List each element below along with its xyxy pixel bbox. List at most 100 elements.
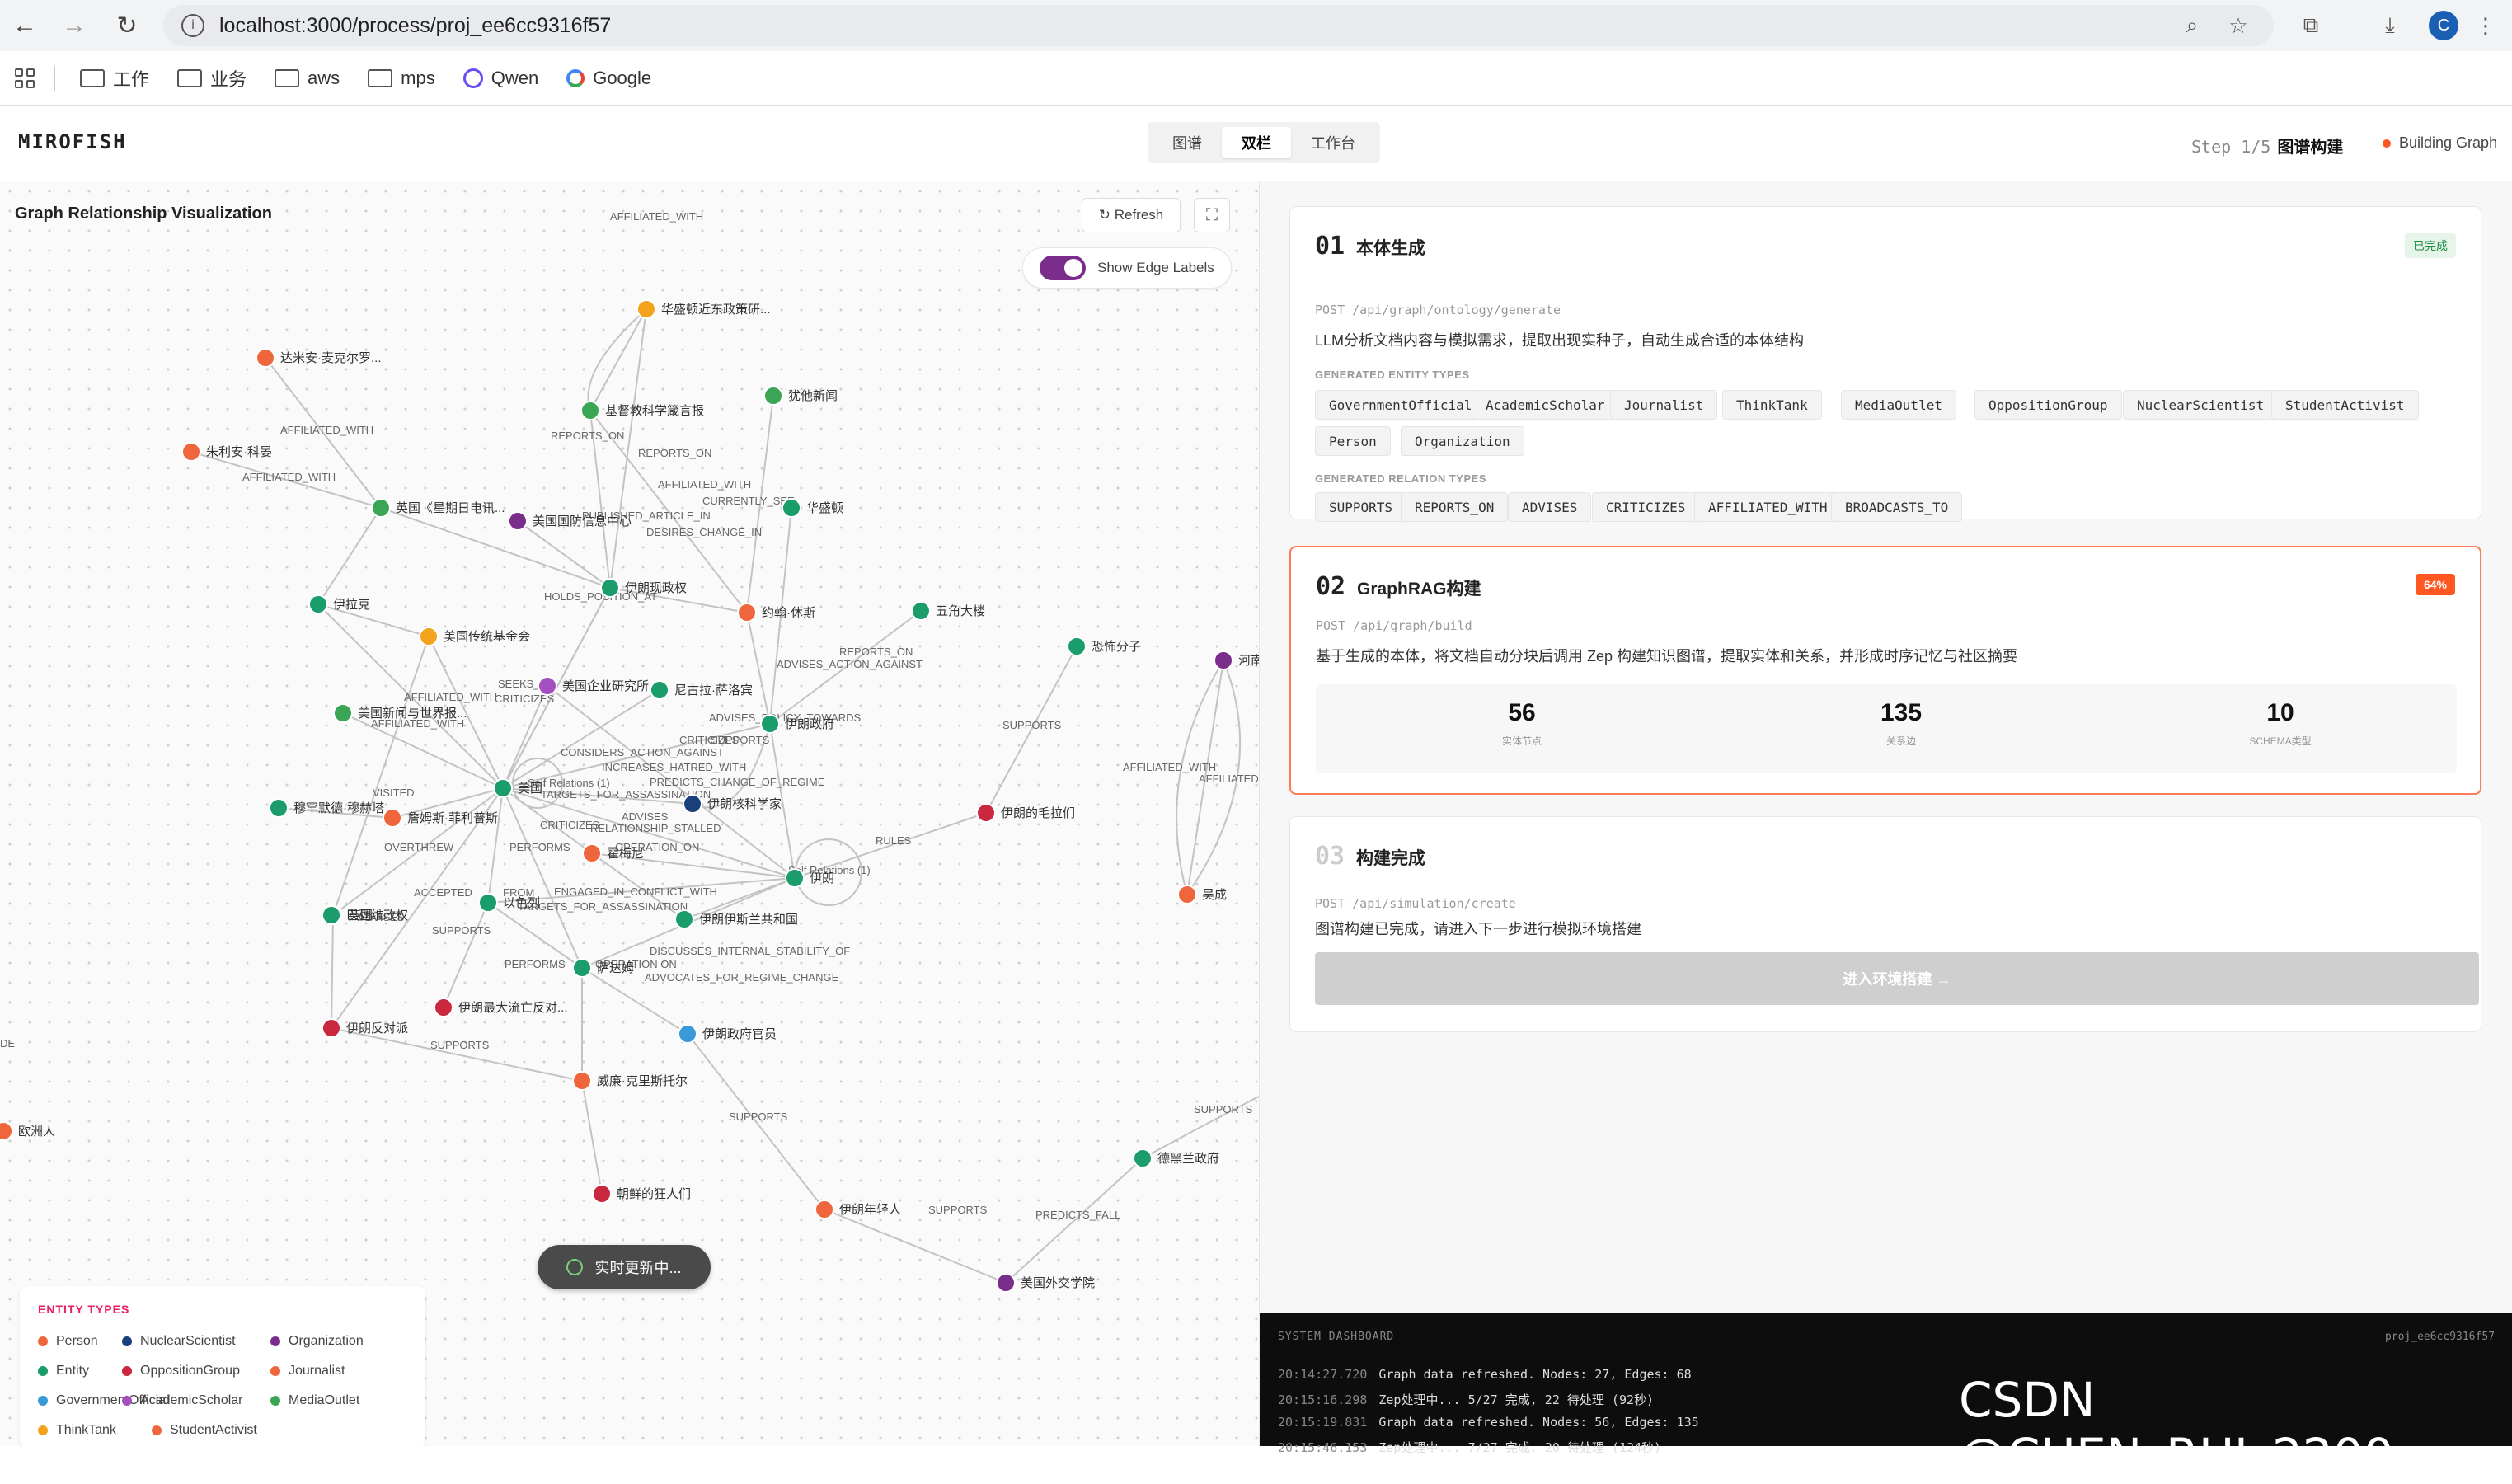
node-label: 欧洲人 <box>18 1125 55 1139</box>
apps-icon[interactable] <box>15 68 35 88</box>
legend-item[interactable]: Organization <box>270 1334 364 1349</box>
edge-label: HOLDS_POSITION_AT <box>544 590 657 603</box>
graph-node[interactable] <box>371 498 391 518</box>
graph-node[interactable] <box>508 511 528 531</box>
back-icon[interactable]: ← <box>12 12 37 39</box>
graph-node[interactable] <box>1133 1148 1153 1168</box>
extensions-icon[interactable]: ⧉ <box>2303 12 2319 37</box>
graph-node[interactable] <box>269 798 289 818</box>
node-label: 约翰·休斯 <box>762 606 815 620</box>
graph-node[interactable] <box>419 627 439 646</box>
graph-node[interactable] <box>322 1018 341 1038</box>
graph-node[interactable] <box>600 578 620 598</box>
forward-icon[interactable]: → <box>62 12 87 39</box>
graph-edge <box>589 308 647 411</box>
log-line: 20:14:27.720 Graph data refreshed. Nodes:… <box>1278 1367 1692 1382</box>
graph-node[interactable] <box>434 998 453 1017</box>
edge-labels-toggle[interactable] <box>1040 256 1086 280</box>
graph-node[interactable] <box>785 868 805 888</box>
legend-item[interactable]: OppositionGroup <box>122 1364 240 1378</box>
graph-node[interactable] <box>572 958 592 978</box>
reload-icon[interactable]: ↻ <box>116 12 138 40</box>
graph-canvas[interactable]: AFFILIATED_WITHAFFILIATED_WITHAFFILIATED… <box>0 181 1259 1446</box>
tab-split[interactable]: 双栏 <box>1222 127 1291 158</box>
step-card-complete: 03 构建完成 POST /api/simulation/create 图谱构建… <box>1289 816 2481 1032</box>
graph-node[interactable] <box>1177 885 1197 904</box>
qwen-icon <box>462 68 483 88</box>
download-icon[interactable]: ⤓ <box>2385 12 2395 37</box>
graph-node[interactable] <box>763 386 783 406</box>
site-info-icon[interactable]: i <box>181 14 204 37</box>
legend-item[interactable]: Person <box>38 1334 98 1349</box>
graph-node[interactable] <box>308 594 328 614</box>
graph-node[interactable] <box>572 1071 592 1091</box>
graph-edge <box>502 787 693 805</box>
node-label: 穆罕默德·穆赫塔... <box>293 801 395 815</box>
bookmark-qwen[interactable]: Qwen <box>462 68 538 89</box>
graph-node[interactable] <box>1067 636 1087 656</box>
node-label: 伊朗 <box>810 871 834 885</box>
bookmark-folder[interactable]: aws <box>275 68 340 89</box>
graph-node[interactable] <box>580 401 600 420</box>
graph-node[interactable] <box>582 843 602 863</box>
graph-node[interactable] <box>737 603 757 622</box>
graph-node[interactable] <box>650 680 669 700</box>
legend-item[interactable]: AcademicScholar <box>122 1393 243 1408</box>
legend-item[interactable]: StudentActivist <box>152 1423 257 1438</box>
entity-type-tag: StudentActivist <box>2271 390 2419 420</box>
bookmark-star-icon[interactable]: ☆ <box>2228 12 2248 38</box>
edge-label: OVERTHREW <box>384 841 454 853</box>
graph-node[interactable] <box>181 442 201 462</box>
api-endpoint: POST /api/simulation/create <box>1315 896 1516 911</box>
entity-types-legend: ENTITY TYPES Person NuclearScientist Organ… <box>20 1286 425 1446</box>
graph-edge <box>746 395 774 613</box>
graph-node[interactable] <box>493 778 513 798</box>
legend-item[interactable]: MediaOutlet <box>270 1393 359 1408</box>
legend-item[interactable]: Entity <box>38 1364 89 1378</box>
graph-node[interactable] <box>976 803 996 823</box>
live-update-indicator: 实时更新中... <box>538 1245 711 1289</box>
refresh-button[interactable]: ↻ Refresh <box>1082 198 1181 232</box>
graph-node[interactable] <box>0 1121 13 1141</box>
graph-node[interactable] <box>760 714 780 734</box>
graph-node[interactable] <box>815 1200 834 1219</box>
app-logo[interactable]: MIROFISH <box>18 130 127 153</box>
graph-node[interactable] <box>538 676 557 696</box>
graph-node[interactable] <box>256 348 275 368</box>
graph-node[interactable] <box>478 893 498 913</box>
graph-node[interactable] <box>333 703 353 723</box>
legend-item[interactable]: GovernmentOfficial <box>38 1393 169 1408</box>
graph-node[interactable] <box>674 909 694 929</box>
graph-node[interactable] <box>636 299 656 319</box>
graph-node[interactable] <box>678 1024 697 1044</box>
enter-environment-button[interactable]: 进入环境搭建 → <box>1315 952 2479 1005</box>
graph-node[interactable] <box>996 1273 1016 1293</box>
edge-label: PREDICTS_FALL <box>1035 1209 1120 1221</box>
graph-edge <box>794 812 987 879</box>
zoom-icon[interactable]: ⌕ <box>2186 12 2199 37</box>
graph-node[interactable] <box>683 794 702 814</box>
menu-icon[interactable]: ⋮ <box>2475 12 2496 38</box>
bookmark-folder[interactable]: 工作 <box>80 65 149 92</box>
address-bar[interactable]: i localhost:3000/process/proj_ee6cc9316f… <box>163 5 2274 46</box>
bookmark-folder[interactable]: 业务 <box>177 65 247 92</box>
build-stats: 56 实体节点 135 关系边 10 SCHEMA类型 <box>1316 684 2457 773</box>
legend-item[interactable]: NuclearScientist <box>122 1334 236 1349</box>
edge-label: AFFILIATED_WITH <box>371 717 464 730</box>
graph-node[interactable] <box>1214 650 1233 670</box>
graph-node[interactable] <box>592 1184 612 1204</box>
tab-graph[interactable]: 图谱 <box>1172 135 1202 152</box>
graph-node[interactable] <box>383 808 402 828</box>
node-label: 英国 <box>348 908 373 923</box>
graph-node[interactable] <box>911 601 931 621</box>
graph-node[interactable] <box>782 498 801 518</box>
legend-item[interactable]: Journalist <box>270 1364 345 1378</box>
bookmark-folder[interactable]: mps <box>368 68 435 89</box>
fullscreen-icon[interactable]: ⛶ <box>1194 198 1230 232</box>
graph-node[interactable] <box>322 905 341 925</box>
legend-item[interactable]: ThinkTank <box>38 1423 116 1438</box>
bookmark-google[interactable]: Google <box>566 68 651 89</box>
profile-avatar[interactable]: C <box>2429 11 2458 40</box>
legend-label: NuclearScientist <box>140 1334 236 1348</box>
tab-workbench[interactable]: 工作台 <box>1311 135 1355 152</box>
